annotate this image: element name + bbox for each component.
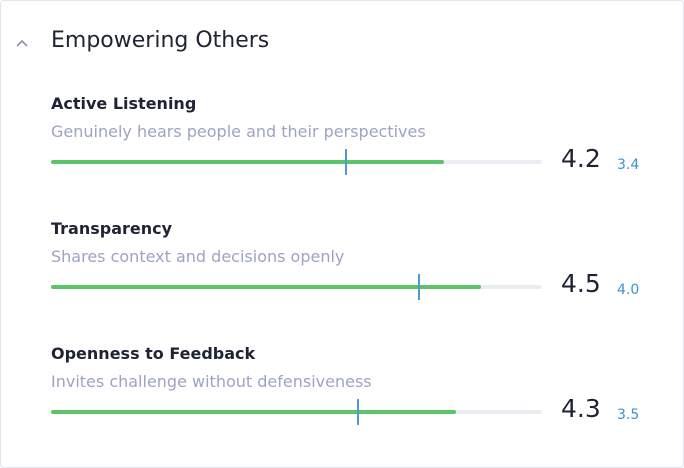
skill-item: Active Listening Genuinely hears people a… bbox=[1, 94, 683, 214]
skill-item: Transparency Shares context and decisions… bbox=[1, 219, 683, 339]
score-value: 4.3 bbox=[561, 394, 601, 423]
skill-name: Openness to Feedback bbox=[51, 344, 256, 363]
skill-name: Active Listening bbox=[51, 94, 197, 113]
progress-track bbox=[51, 274, 542, 300]
score-bar bbox=[51, 285, 481, 289]
skill-description: Shares context and decisions openly bbox=[51, 247, 345, 266]
skill-description: Invites challenge without defensiveness bbox=[51, 372, 372, 391]
score-value: 4.2 bbox=[561, 144, 601, 173]
score-bar bbox=[51, 160, 444, 164]
score-bar bbox=[51, 410, 457, 414]
benchmark-marker bbox=[418, 274, 421, 300]
skill-item: Openness to Feedback Invites challenge wi… bbox=[1, 344, 683, 464]
progress-track bbox=[51, 149, 542, 175]
skill-description: Genuinely hears people and their perspec… bbox=[51, 122, 426, 141]
benchmark-value: 3.5 bbox=[617, 407, 640, 423]
progress-track bbox=[51, 399, 542, 425]
benchmark-marker bbox=[344, 149, 347, 175]
benchmark-value: 3.4 bbox=[617, 157, 640, 173]
benchmark-marker bbox=[356, 399, 359, 425]
section-title: Empowering Others bbox=[51, 28, 270, 53]
score-value: 4.5 bbox=[561, 269, 601, 298]
benchmark-value: 4.0 bbox=[617, 282, 640, 298]
collapse-chevron[interactable] bbox=[14, 37, 30, 49]
skill-name: Transparency bbox=[51, 219, 173, 238]
